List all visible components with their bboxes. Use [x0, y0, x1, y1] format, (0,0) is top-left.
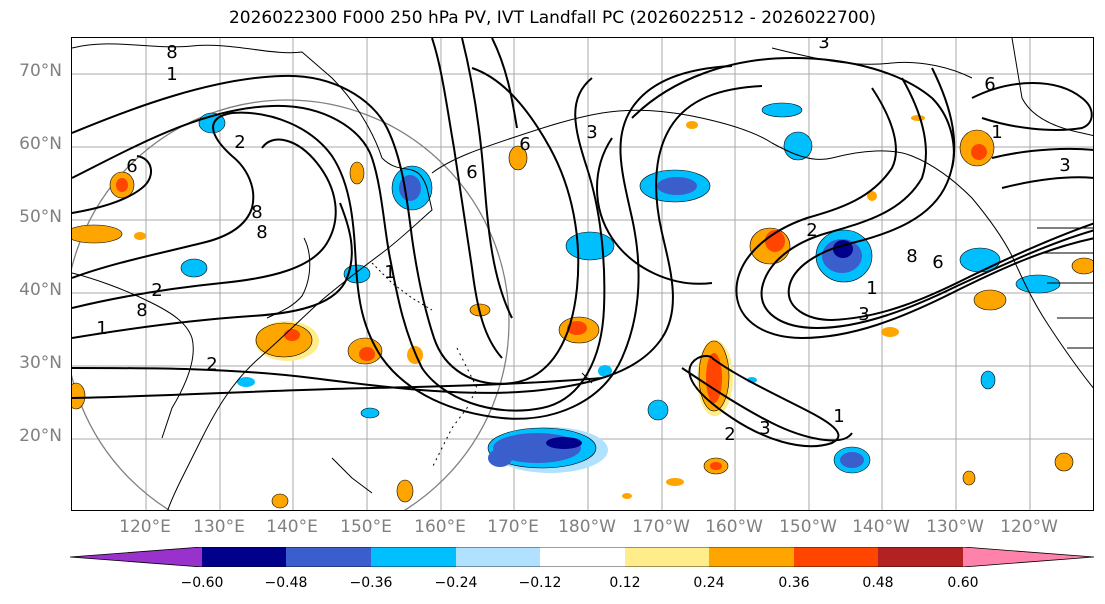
contour-label: 6	[519, 134, 530, 155]
colorbar-segment	[540, 547, 626, 567]
contour-label: 2	[234, 132, 245, 153]
lon-label-130w: 130°W	[926, 517, 984, 537]
contour-label: 8	[251, 202, 262, 223]
lon-label-160w: 160°W	[705, 517, 763, 537]
map-canvas: 8 1 2 6 8 8 2 1 2 8 6 1 6 3 2 8 6 1 3 2 …	[72, 38, 1093, 510]
contour-label: 8	[256, 222, 267, 243]
contour-label: 2	[724, 424, 735, 445]
contour-label: 3	[858, 304, 869, 325]
colorbar-tick: −0.12	[518, 575, 562, 591]
lat-label-60n: 60°N	[19, 134, 62, 154]
coastlines	[72, 38, 1093, 510]
colorbar-tick: 0.36	[778, 575, 810, 591]
contour-label: 6	[984, 74, 995, 95]
colorbar-tick: 0.48	[862, 575, 894, 591]
lon-label-170e: 170°E	[487, 517, 539, 537]
contour-label: 1	[833, 406, 844, 427]
contour-label: 8	[136, 300, 147, 321]
lat-label-50n: 50°N	[19, 207, 62, 227]
contour-label: 2	[206, 354, 217, 375]
contour-label: 1	[866, 278, 877, 299]
colorbar-segment	[794, 547, 879, 567]
lon-label-160e: 160°E	[414, 517, 466, 537]
lat-label-70n: 70°N	[19, 61, 62, 81]
range-circle	[72, 99, 510, 510]
ivt-anomaly-patches	[72, 102, 1093, 509]
contour-label: 2	[151, 280, 162, 301]
lon-label-180w: 180°W	[558, 517, 616, 537]
map-panel: 8 1 2 6 8 8 2 1 2 8 6 1 6 3 2 8 6 1 3 2 …	[71, 37, 1094, 511]
contour-label: 1	[166, 64, 177, 85]
colorbar-segment	[371, 547, 457, 567]
colorbar-tick: −0.36	[349, 575, 393, 591]
lat-label-30n: 30°N	[19, 353, 62, 373]
lon-label-120e: 120°E	[119, 517, 171, 537]
lon-label-140w: 140°W	[852, 517, 910, 537]
contour-labels: 8 1 2 6 8 8 2 1 2 8 6 1 6 3 2 8 6 1 3 2 …	[96, 38, 1070, 445]
lon-label-140e: 140°E	[266, 517, 318, 537]
lat-label-20n: 20°N	[19, 426, 62, 446]
lon-label-150w: 150°W	[779, 517, 837, 537]
colorbar-tick: 0.12	[609, 575, 641, 591]
colorbar-segment	[963, 547, 1094, 567]
contour-label: 3	[759, 418, 770, 439]
contour-label: 1	[384, 262, 395, 283]
lon-label-150e: 150°E	[340, 517, 392, 537]
colorbar-tick: −0.24	[434, 575, 478, 591]
contour-label: 6	[932, 252, 943, 273]
contour-label: 2	[806, 220, 817, 241]
colorbar-tick: −0.48	[264, 575, 308, 591]
colorbar-tick: −0.60	[180, 575, 224, 591]
contour-label: 1	[96, 318, 107, 339]
colorbar-segment	[625, 547, 710, 567]
lon-label-120w: 120°W	[1000, 517, 1058, 537]
contour-label: 6	[466, 162, 477, 183]
colorbar-segment	[286, 547, 372, 567]
contour-label: 3	[818, 38, 829, 53]
contour-label: 8	[906, 246, 917, 267]
colorbar-segment	[456, 547, 541, 567]
colorbar-segment	[709, 547, 795, 567]
lon-label-130e: 130°E	[193, 517, 245, 537]
contour-label: 1	[991, 122, 1002, 143]
lat-label-40n: 40°N	[19, 280, 62, 300]
contour-label: 8	[166, 42, 177, 63]
contour-label: 3	[586, 122, 597, 143]
contour-label: 3	[1059, 155, 1070, 176]
colorbar	[70, 547, 1095, 567]
colorbar-segment	[202, 547, 287, 567]
colorbar-segment	[70, 547, 202, 567]
colorbar-tick: 0.24	[693, 575, 725, 591]
pv-contours	[72, 38, 1093, 448]
lon-label-170w: 170°W	[632, 517, 690, 537]
colorbar-tick: 0.60	[947, 575, 979, 591]
map-title: 2026022300 F000 250 hPa PV, IVT Landfall…	[228, 8, 876, 28]
colorbar-segment	[878, 547, 964, 567]
contour-label: 6	[126, 156, 137, 177]
